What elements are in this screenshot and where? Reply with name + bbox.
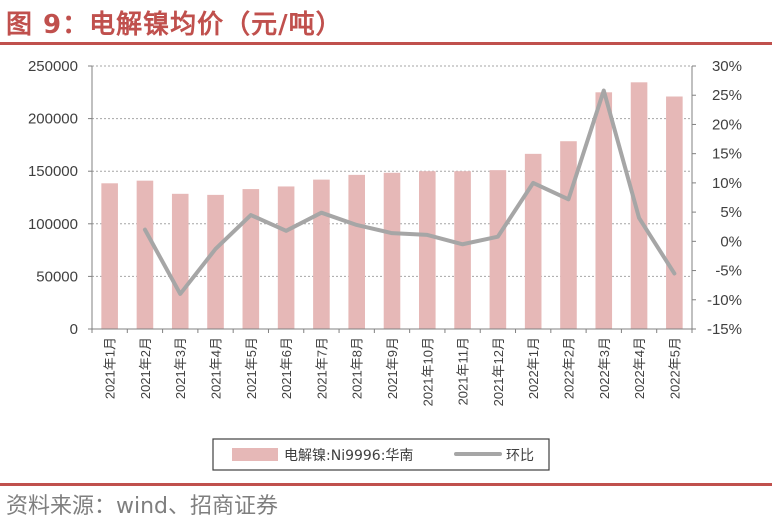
price-bar [348,174,365,329]
price-bar [666,96,683,329]
source-note: 资料来源：wind、招商证券 [6,494,279,519]
x-tick-label: 2022年5月 [667,337,682,399]
price-bar [101,183,118,329]
mom-change-point [673,272,675,274]
left-tick-label: 0 [70,321,78,338]
mom-change-line [142,88,677,296]
price-bar [313,179,330,329]
mom-change-series [142,88,677,296]
price-bars [101,82,683,329]
right-tick-label: 20% [712,116,742,133]
legend-label-price: 电解镍:Ni9996:华南 [284,448,413,464]
right-tick-label: -5% [715,263,742,280]
price-bar [595,92,613,329]
x-tick-label: 2021年2月 [138,337,153,399]
price-bar [560,141,577,329]
x-tick-label: 2021年5月 [244,337,259,399]
right-tick-label: 25% [712,87,742,104]
mom-change-point [215,248,217,250]
mom-change-point [497,236,499,238]
x-tick-label: 2022年2月 [561,337,576,399]
mom-change-point [179,293,181,295]
x-tick-label: 2021年6月 [279,337,294,399]
mom-change-point [356,224,358,226]
title-divider [0,42,772,45]
mom-change-point [567,198,569,200]
x-tick-label: 2021年1月 [103,337,118,399]
x-tick-label: 2021年9月 [385,337,400,399]
mom-change-point [426,234,428,236]
right-tick-label: 0% [720,233,742,250]
price-bar [136,180,154,329]
x-tick-label: 2022年1月 [526,337,541,399]
mom-change-point [320,212,322,214]
right-tick-label: 30% [712,58,742,75]
mom-change-point [250,214,252,216]
x-tick-label: 2021年12月 [491,337,506,406]
right-tick-label: -10% [707,292,742,309]
x-tick-label: 2022年3月 [597,337,612,399]
axes [88,65,696,333]
right-tick-label: -15% [707,321,742,338]
price-bar [207,194,224,329]
mom-change-point [285,230,287,232]
mom-change-point [638,217,640,219]
x-tick-label: 2021年10月 [420,337,435,406]
left-tick-label: 100000 [28,216,78,233]
price-bar [419,171,436,329]
x-axis-ticks: 2021年1月 2021年2月 2021年3月 2021年4月 2021年5月 2021年… [103,337,683,406]
x-tick-label: 2021年8月 [350,337,365,399]
left-tick-label: 200000 [28,111,78,128]
price-bar [524,153,542,329]
price-bar [277,186,295,329]
price-bar [454,171,471,329]
legend-label-mom: 环比 [506,448,534,464]
left-tick-label: 250000 [28,58,78,75]
x-tick-label: 2021年3月 [173,337,188,399]
right-axis-ticks: -15% -10% -5% 0% 5% 10% 15% 20% 25% 30% [707,58,742,338]
mom-change-point [532,182,534,184]
price-bar [171,193,189,329]
mom-change-point [603,90,605,92]
mom-change-point [391,232,393,234]
legend: 电解镍:Ni9996:华南 环比 [212,438,550,471]
price-bar [383,172,401,329]
left-axis-ticks: 0 50000 100000 150000 200000 250000 [28,58,78,338]
left-tick-label: 150000 [28,163,78,180]
mom-change-point [144,229,146,231]
left-tick-label: 50000 [36,268,78,285]
price-bar [489,170,507,329]
footer-divider [0,483,772,486]
x-tick-label: 2022年4月 [632,337,647,399]
mom-change-point [462,243,464,245]
x-tick-label: 2021年7月 [314,337,329,399]
gridlines [92,65,692,277]
right-tick-label: 10% [712,175,742,192]
price-bar [630,82,648,329]
right-tick-label: 5% [720,204,742,221]
x-tick-label: 2021年4月 [209,337,224,399]
legend-bar-swatch [232,448,278,461]
right-tick-label: 15% [712,146,742,163]
x-tick-label: 2021年11月 [456,337,471,405]
chart-title: 图 9：电解镍均价（元/吨） [6,10,343,40]
price-bar [242,189,260,329]
